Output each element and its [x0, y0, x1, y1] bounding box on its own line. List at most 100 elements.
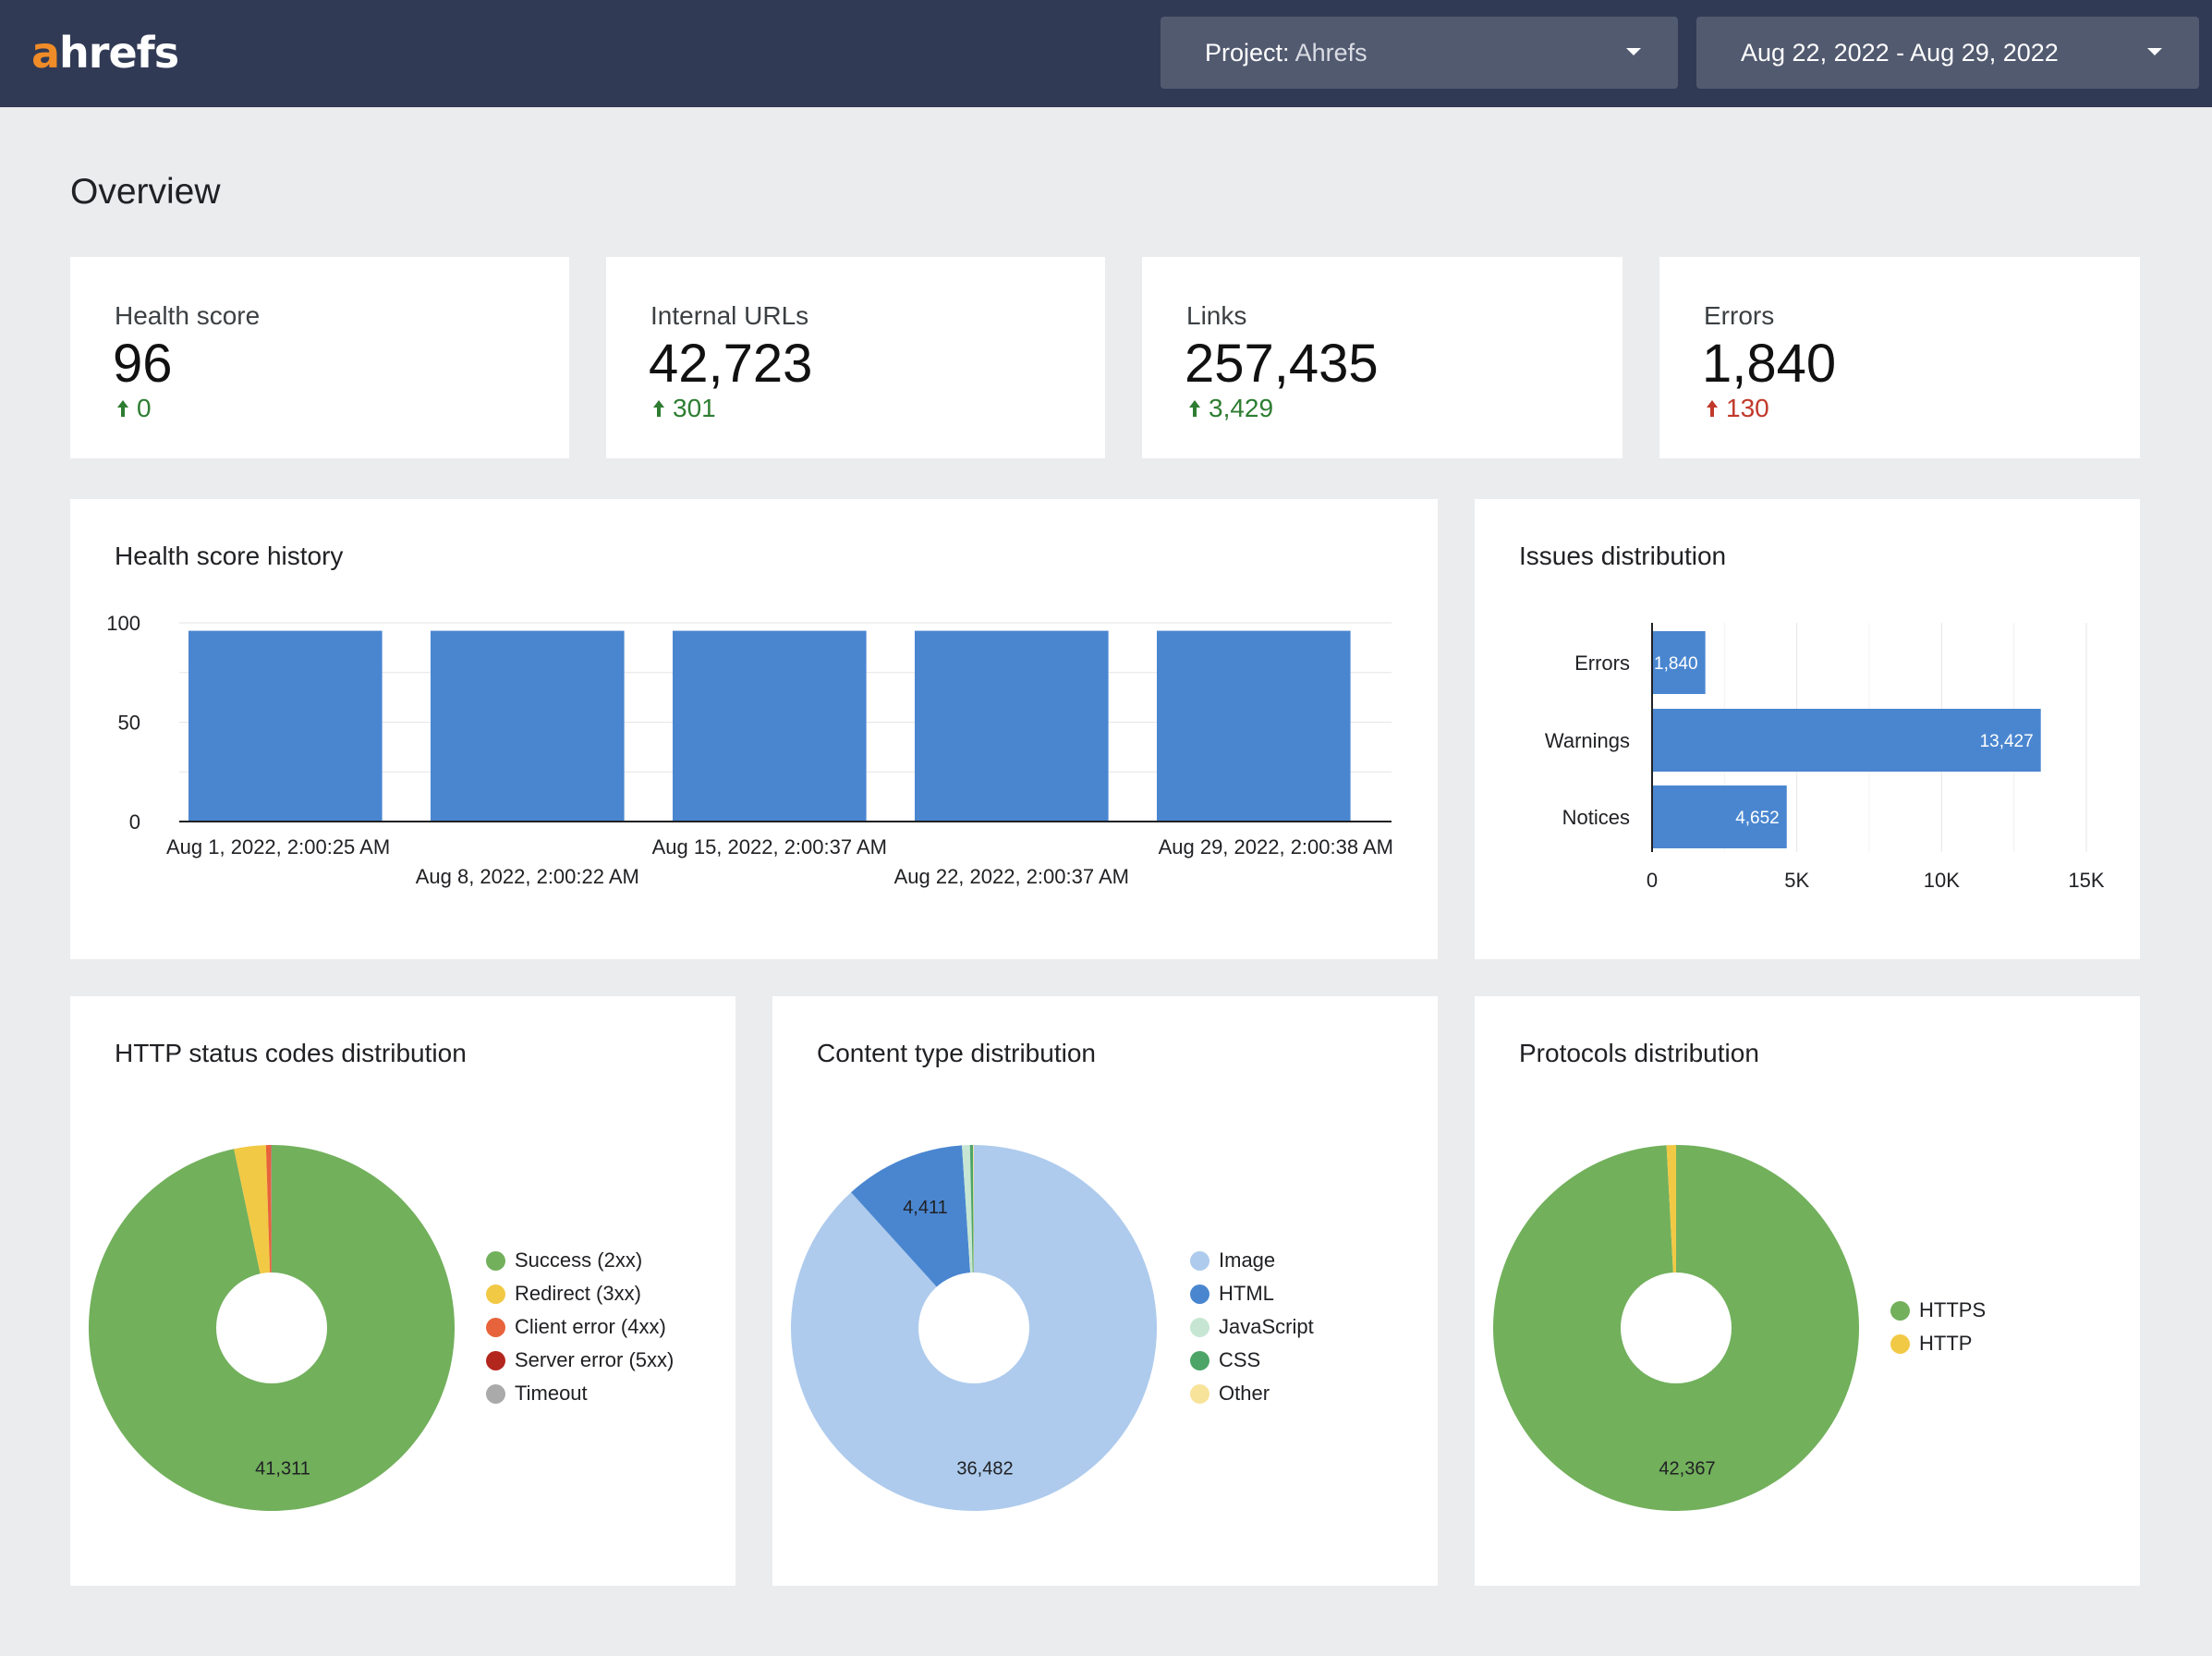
kpi-delta-value: 3,429 [1209, 394, 1274, 422]
legend-item: HTTPS [1890, 1294, 1986, 1327]
x-tick-label: 5K [1784, 869, 1809, 892]
kpi-value: 96 [113, 334, 173, 394]
x-tick-label: 0 [1647, 869, 1658, 892]
y-category-label: Warnings [1545, 729, 1630, 752]
kpi-label: Internal URLs [650, 301, 809, 330]
kpi-delta: 130 [1706, 394, 1769, 423]
bar [188, 630, 383, 822]
chart-title: HTTP status codes distribution [115, 1039, 467, 1067]
legend-label: HTML [1219, 1282, 1274, 1305]
kpi-delta: 3,429 [1188, 394, 1273, 423]
kpi-delta-value: 0 [137, 394, 152, 422]
kpi-label: Errors [1704, 301, 1775, 330]
kpi-card-health-score: Health score 96 0 [70, 257, 569, 458]
chart-title: Protocols distribution [1519, 1039, 1759, 1067]
bar [1652, 785, 1787, 848]
x-tick-label: Aug 1, 2022, 2:00:25 AM [166, 835, 390, 858]
issues-distribution-card: Issues distribution 0 5K 10K 15K Errors 1,840… [1475, 499, 2140, 959]
legend-swatch [486, 1317, 505, 1337]
chevron-down-icon [1626, 48, 1641, 55]
x-tick-label: Aug 22, 2022, 2:00:37 AM [894, 865, 1129, 888]
legend-item: Success (2xx) [486, 1244, 674, 1277]
legend-item: HTTP [1890, 1327, 1986, 1360]
issues-bar-chart: 0 5K 10K 15K Errors 1,840 Warnings 13,427 Notice… [1545, 623, 2105, 892]
top-bar: ahrefs Project: Ahrefs Aug 22, 2022 - Au… [0, 0, 2212, 107]
chart-title: Health score history [115, 542, 344, 570]
donut-hole [1621, 1272, 1732, 1383]
legend-swatch [1190, 1350, 1209, 1370]
http-status-card: HTTP status codes distribution 41,311 Su… [70, 996, 735, 1586]
http-status-pie-chart: 41,311 [88, 1145, 456, 1511]
slice-value-label: 42,367 [1659, 1458, 1715, 1479]
legend-label: Timeout [515, 1382, 588, 1405]
legend-swatch [486, 1284, 505, 1304]
arrow-up-icon [1707, 400, 1718, 417]
chart-legend: Image HTML JavaScript CSS Other [1190, 1244, 1314, 1410]
y-category-label: Notices [1562, 806, 1630, 829]
legend-item: Server error (5xx) [486, 1344, 674, 1377]
x-tick-label: 10K [1924, 869, 1960, 892]
kpi-card-internal-urls: Internal URLs 42,723 301 [606, 257, 1105, 458]
arrow-up-icon [653, 400, 664, 417]
legend-swatch [1890, 1300, 1910, 1321]
project-value: Ahrefs [1294, 39, 1367, 67]
arrow-up-icon [117, 400, 128, 417]
legend-swatch [486, 1350, 505, 1370]
legend-swatch [1890, 1333, 1910, 1354]
kpi-card-links: Links 257,435 3,429 [1142, 257, 1623, 458]
legend-item: Other [1190, 1377, 1314, 1410]
kpi-label: Links [1186, 301, 1247, 330]
protocols-pie-chart: 42,367 [1492, 1145, 1859, 1511]
legend-item: Client error (4xx) [486, 1310, 674, 1344]
health-score-history-card: Health score history 0 50 100 Aug 1, 2022, … [70, 499, 1438, 959]
legend-item: CSS [1190, 1344, 1314, 1377]
kpi-delta-value: 301 [673, 394, 716, 422]
bar-value-label: 13,427 [1980, 732, 2034, 751]
donut-hole [216, 1272, 327, 1383]
chart-legend: Success (2xx) Redirect (3xx) Client error … [486, 1244, 674, 1410]
x-tick-label: Aug 15, 2022, 2:00:37 AM [652, 835, 887, 858]
legend-label: Image [1219, 1248, 1276, 1272]
x-tick-label: 15K [2068, 869, 2104, 892]
legend-label: HTTPS [1919, 1298, 1987, 1321]
logo-letter-a: a [31, 28, 60, 78]
slice-value-label: 4,411 [903, 1198, 948, 1218]
arrow-up-icon [1189, 400, 1200, 417]
x-tick-label: Aug 8, 2022, 2:00:22 AM [416, 865, 639, 888]
kpi-card-errors: Errors 1,840 130 [1659, 257, 2140, 458]
legend-item: Timeout [486, 1377, 674, 1410]
bar [431, 630, 625, 822]
legend-swatch [486, 1383, 505, 1404]
y-tick-label: 100 [106, 612, 140, 635]
kpi-value: 42,723 [649, 334, 813, 394]
legend-swatch [1190, 1250, 1209, 1271]
bar-value-label: 4,652 [1735, 809, 1780, 828]
chevron-down-icon [2147, 48, 2162, 55]
ahrefs-logo[interactable]: ahrefs [31, 20, 179, 85]
legend-swatch [1190, 1284, 1209, 1304]
project-dropdown[interactable]: Project: Ahrefs [1161, 17, 1678, 89]
y-category-label: Errors [1574, 651, 1630, 675]
date-range-dropdown[interactable]: Aug 22, 2022 - Aug 29, 2022 [1696, 17, 2199, 89]
health-score-bar-chart: 0 50 100 Aug 1, 2022, 2:00:25 AM Aug 8, 2022… [106, 612, 1393, 888]
donut-hole [918, 1272, 1029, 1383]
legend-label: Success (2xx) [515, 1248, 643, 1272]
project-label: Project: [1205, 39, 1290, 67]
legend-swatch [486, 1250, 505, 1271]
legend-item: Image [1190, 1244, 1314, 1277]
legend-item: JavaScript [1190, 1310, 1314, 1344]
legend-label: Other [1219, 1382, 1270, 1405]
legend-label: Server error (5xx) [515, 1348, 675, 1371]
bar [1157, 630, 1351, 822]
chart-title: Content type distribution [817, 1039, 1096, 1067]
pie-slice [973, 1145, 974, 1328]
kpi-delta-value: 130 [1726, 394, 1769, 422]
bar [1652, 709, 2041, 772]
chart-legend: HTTPS HTTP [1890, 1294, 1986, 1360]
kpi-value: 257,435 [1185, 334, 1379, 394]
date-range-value: Aug 22, 2022 - Aug 29, 2022 [1741, 39, 2059, 67]
y-tick-label: 50 [118, 712, 140, 735]
kpi-value: 1,840 [1702, 334, 1837, 394]
protocols-card: Protocols distribution 42,367 HTTPS HTTP [1475, 996, 2140, 1586]
kpi-label: Health score [115, 301, 261, 330]
